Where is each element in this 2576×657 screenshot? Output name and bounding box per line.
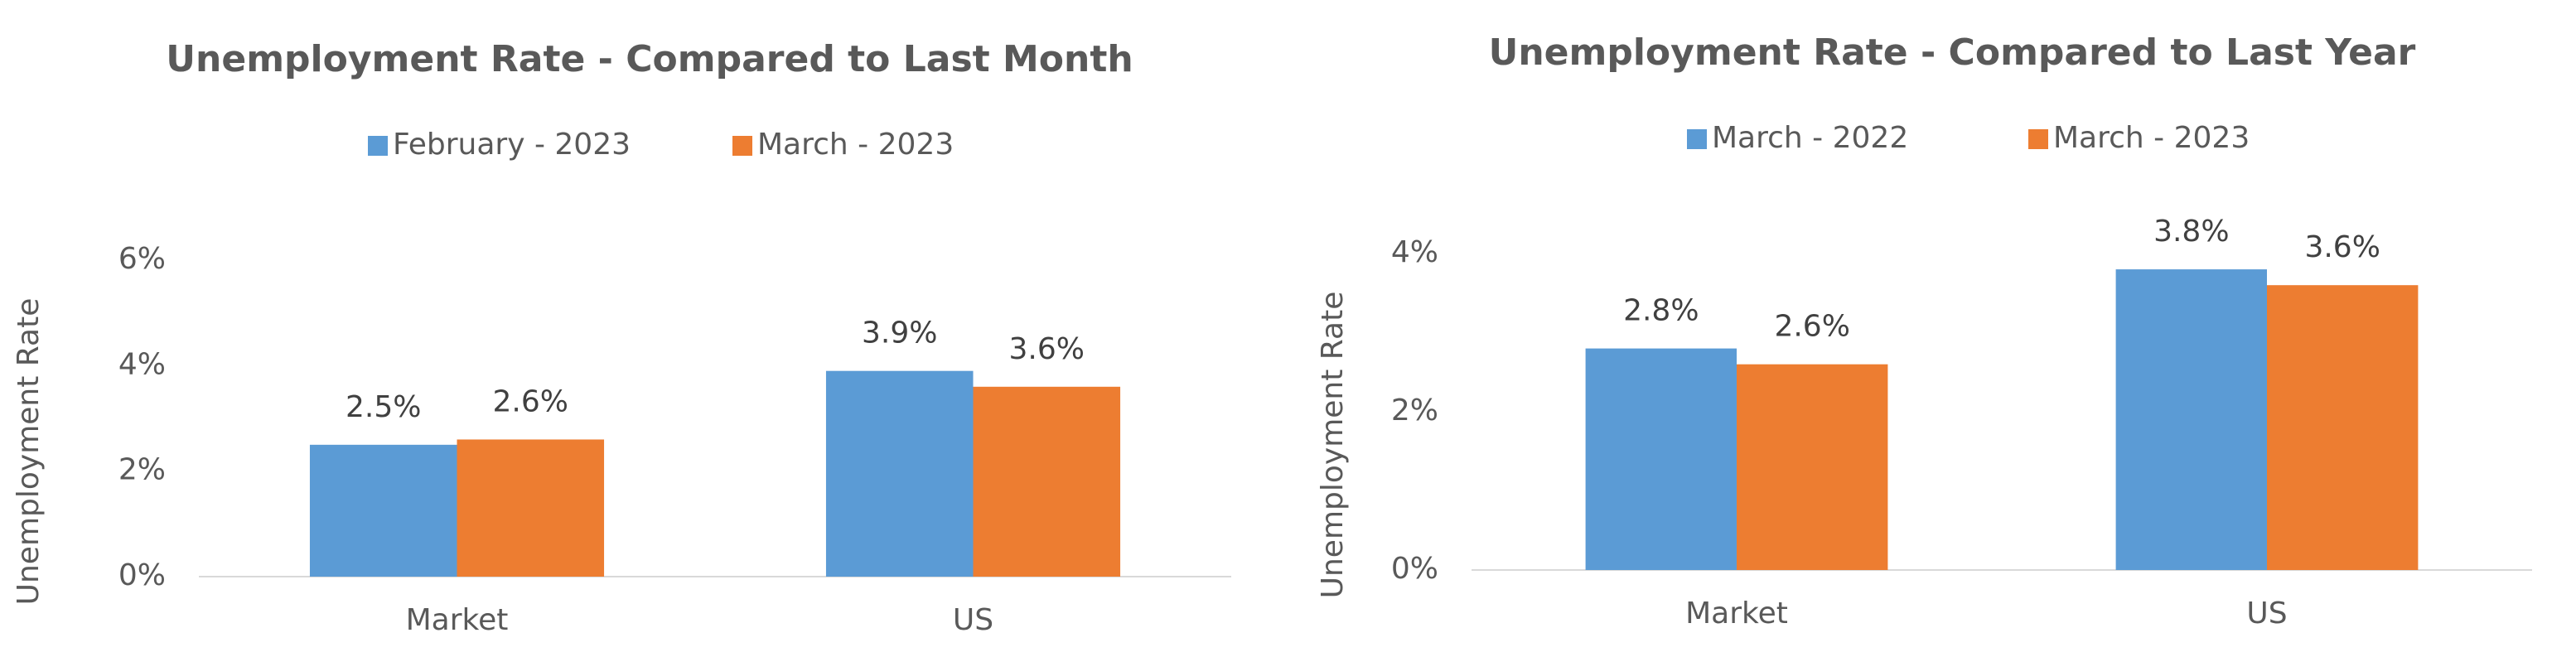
data-label: 2.8% (1623, 294, 1699, 328)
bar (973, 386, 1121, 577)
chart-title: Unemployment Rate - Compared to Last Mon… (166, 38, 1133, 80)
legend-swatch (2028, 129, 2048, 149)
bar (457, 439, 605, 577)
x-tick-label: US (2246, 597, 2287, 630)
x-tick-label: Market (406, 603, 509, 637)
legend-label: March - 2023 (2053, 121, 2250, 155)
y-tick-label: 6% (118, 242, 166, 276)
y-axis-label: Unemployment Rate (12, 298, 46, 606)
legend-label: February - 2023 (393, 128, 631, 162)
data-label: 3.6% (1009, 332, 1085, 366)
bar (2267, 285, 2419, 570)
x-tick-label: Market (1685, 597, 1788, 630)
data-label: 3.9% (862, 316, 937, 350)
bar (1737, 364, 1888, 570)
y-tick-label: 4% (118, 347, 166, 381)
x-tick-label: US (953, 603, 993, 637)
data-label: 3.8% (2153, 215, 2229, 249)
y-tick-label: 2% (1391, 394, 1438, 428)
y-tick-label: 0% (118, 558, 166, 592)
y-tick-label: 0% (1391, 552, 1438, 586)
data-label: 2.6% (493, 384, 568, 418)
bar (1585, 348, 1737, 570)
bar (825, 370, 974, 577)
legend-swatch (732, 136, 752, 156)
y-tick-label: 2% (118, 453, 166, 487)
data-label: 3.6% (2304, 230, 2380, 264)
legend-swatch (368, 136, 388, 156)
chart-title: Unemployment Rate - Compared to Last Yea… (1489, 31, 2416, 74)
y-tick-label: 4% (1391, 235, 1438, 269)
y-axis-label: Unemployment Rate (1316, 292, 1350, 599)
data-label: 2.5% (346, 390, 421, 424)
legend-label: March - 2023 (757, 128, 954, 162)
legend-swatch (1687, 129, 1707, 149)
bar (2115, 269, 2267, 570)
legend-label: March - 2022 (1712, 121, 1908, 155)
data-label: 2.6% (1774, 310, 1849, 344)
bar (309, 444, 457, 577)
